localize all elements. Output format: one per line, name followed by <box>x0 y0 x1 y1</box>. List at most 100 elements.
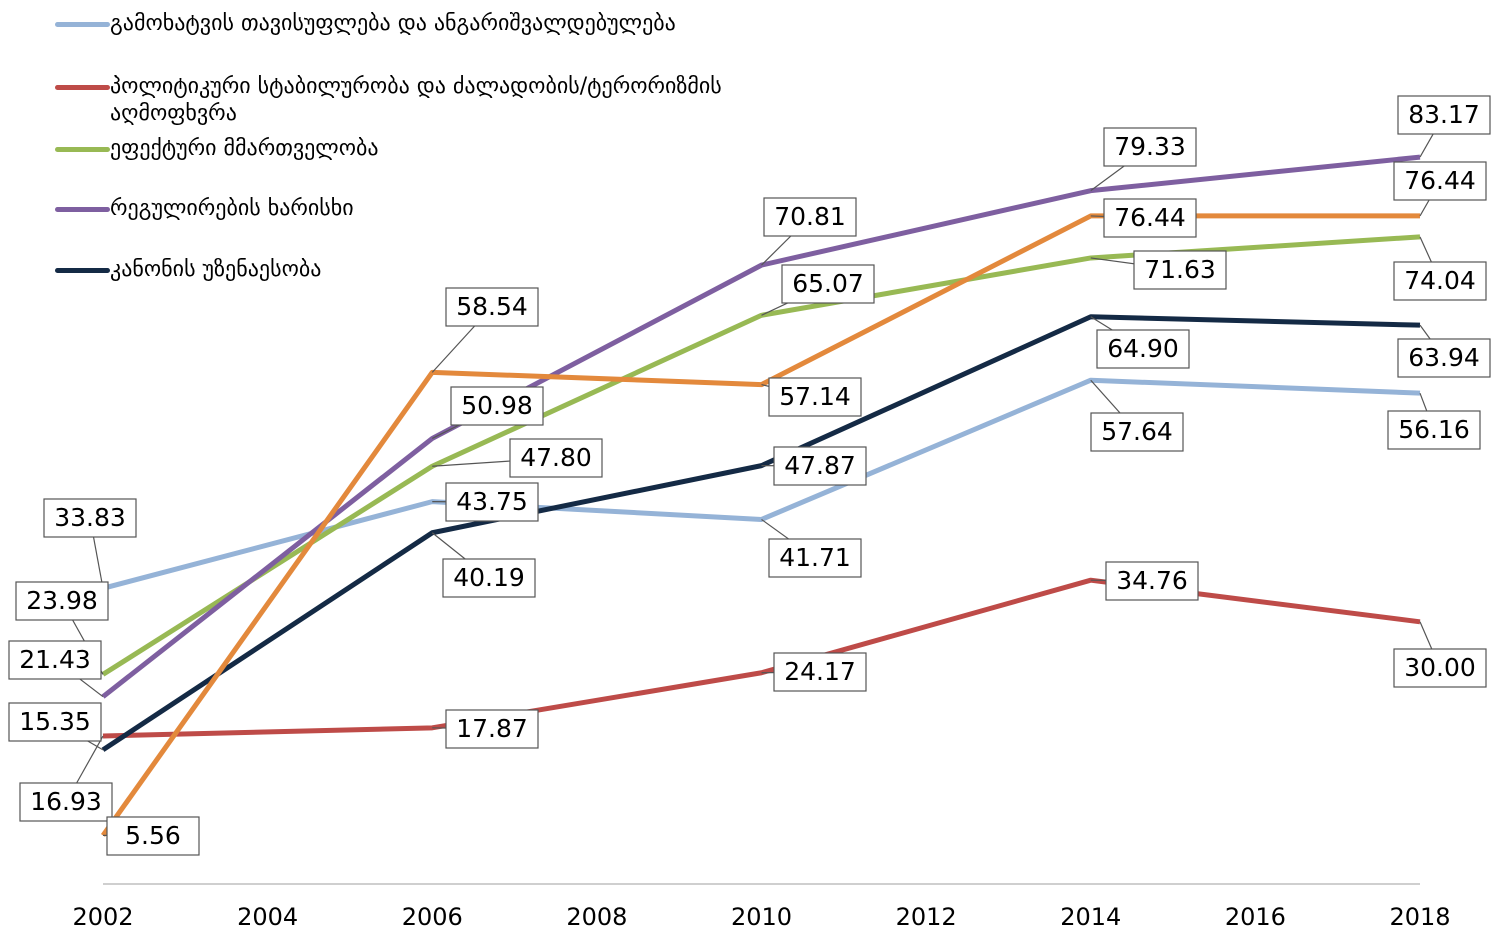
legend-item: გამოხატვის თავისუფლება და ანგარიშვალდებუ… <box>55 10 855 37</box>
data-label-text: 58.54 <box>456 292 528 321</box>
data-label: 17.87 <box>432 709 539 749</box>
legend-item: პოლიტიკური სტაბილურობა და ძალადობის/ტერო… <box>55 73 855 127</box>
label-box <box>445 482 539 522</box>
data-label: 63.94 <box>1397 324 1491 378</box>
data-label: 21.43 <box>8 640 104 698</box>
label-box <box>43 498 137 538</box>
legend-label: გამოხატვის თავისუფლება და ანგარიშვალდებუ… <box>110 11 676 36</box>
data-label-text: 30.00 <box>1404 653 1476 682</box>
series-line <box>101 234 1421 677</box>
x-tick-label: 2012 <box>896 903 957 931</box>
data-label: 65.07 <box>761 264 875 316</box>
data-label-text: 65.07 <box>792 269 864 298</box>
legend-label: პოლიტიკური სტაბილურობა და ძალადობის/ტერო… <box>110 74 722 126</box>
x-tick-label: 2018 <box>1389 903 1450 931</box>
data-label-text: 21.43 <box>19 645 91 674</box>
label-box <box>445 287 539 327</box>
label-box <box>19 782 113 822</box>
series-line <box>101 154 1421 699</box>
data-label-text: 63.94 <box>1408 343 1480 372</box>
legend-label: ეფექტური მმართველობა <box>110 136 379 161</box>
data-label-text: 74.04 <box>1404 266 1476 295</box>
label-box <box>106 816 200 856</box>
label-box <box>1103 127 1197 167</box>
data-label-text: 76.44 <box>1404 166 1476 195</box>
data-label: 40.19 <box>431 532 536 598</box>
label-box <box>8 702 102 742</box>
x-tick-label: 2008 <box>566 903 627 931</box>
label-box <box>1393 261 1487 301</box>
label-box <box>442 558 536 598</box>
data-label: 76.44 <box>1393 161 1487 217</box>
data-label: 58.54 <box>431 287 539 373</box>
label-box <box>1393 648 1487 688</box>
data-label-text: 23.98 <box>26 586 98 615</box>
label-box <box>445 709 539 749</box>
x-tick-label: 2016 <box>1225 903 1286 931</box>
x-tick-label: 2014 <box>1060 903 1121 931</box>
label-box <box>781 264 875 304</box>
data-label: 47.80 <box>432 438 603 478</box>
label-box <box>768 377 862 417</box>
data-label: 47.87 <box>761 446 867 486</box>
label-box <box>773 446 867 486</box>
label-box <box>1090 412 1184 452</box>
data-label: 15.35 <box>8 702 104 751</box>
data-label-text: 34.76 <box>1116 566 1188 595</box>
label-box <box>509 438 603 478</box>
legend-swatch <box>55 207 110 212</box>
data-label: 64.90 <box>1090 316 1190 369</box>
data-label-text: 83.17 <box>1408 100 1480 129</box>
label-box <box>1387 410 1481 450</box>
label-box <box>1133 250 1227 290</box>
data-label-text: 76.44 <box>1114 203 1186 232</box>
label-box <box>1105 561 1199 601</box>
x-tick-label: 2002 <box>72 903 133 931</box>
data-label: 30.00 <box>1393 621 1487 688</box>
label-box <box>1393 161 1487 201</box>
legend-swatch <box>55 22 110 27</box>
data-label-text: 40.19 <box>453 563 525 592</box>
data-label: 5.56 <box>102 816 200 856</box>
label-box <box>450 386 544 426</box>
label-box <box>1096 329 1190 369</box>
data-label: 33.83 <box>43 498 137 589</box>
label-box <box>1397 95 1491 135</box>
series-line <box>100 213 1420 837</box>
data-label: 79.33 <box>1090 127 1197 192</box>
x-tick-label: 2004 <box>237 903 298 931</box>
label-box <box>15 581 109 621</box>
data-label-text: 64.90 <box>1107 334 1179 363</box>
label-box <box>1103 198 1197 238</box>
data-label: 23.98 <box>15 581 109 675</box>
data-label-text: 71.63 <box>1144 255 1216 284</box>
data-label: 24.17 <box>761 652 867 692</box>
data-label: 74.04 <box>1393 236 1487 301</box>
data-label-text: 43.75 <box>456 487 528 516</box>
legend-swatch <box>55 268 110 273</box>
data-label: 50.98 <box>431 386 544 439</box>
data-label-text: 70.81 <box>774 202 846 231</box>
x-tick-label: 2010 <box>731 903 792 931</box>
data-label-text: 33.83 <box>54 503 126 532</box>
legend-item: ეფექტური მმართველობა <box>55 135 855 162</box>
data-label: 41.71 <box>761 518 862 578</box>
data-label-text: 16.93 <box>30 787 102 816</box>
data-label-text: 56.16 <box>1398 415 1470 444</box>
legend-label: კანონის უზენაესობა <box>110 257 322 282</box>
data-label: 57.14 <box>761 377 862 417</box>
data-label: 76.44 <box>1090 198 1197 238</box>
series-line <box>101 314 1421 752</box>
data-label-text: 24.17 <box>784 657 856 686</box>
label-box <box>1397 338 1491 378</box>
data-label: 83.17 <box>1397 95 1491 158</box>
label-box <box>8 640 102 680</box>
data-label-text: 41.71 <box>779 543 851 572</box>
series-line <box>102 577 1421 739</box>
data-label: 43.75 <box>432 482 539 522</box>
data-label-text: 50.98 <box>461 391 533 420</box>
data-label: 57.64 <box>1090 379 1184 452</box>
legend-item: რეგულირების ხარისხი <box>55 195 855 222</box>
data-label: 56.16 <box>1387 392 1481 450</box>
